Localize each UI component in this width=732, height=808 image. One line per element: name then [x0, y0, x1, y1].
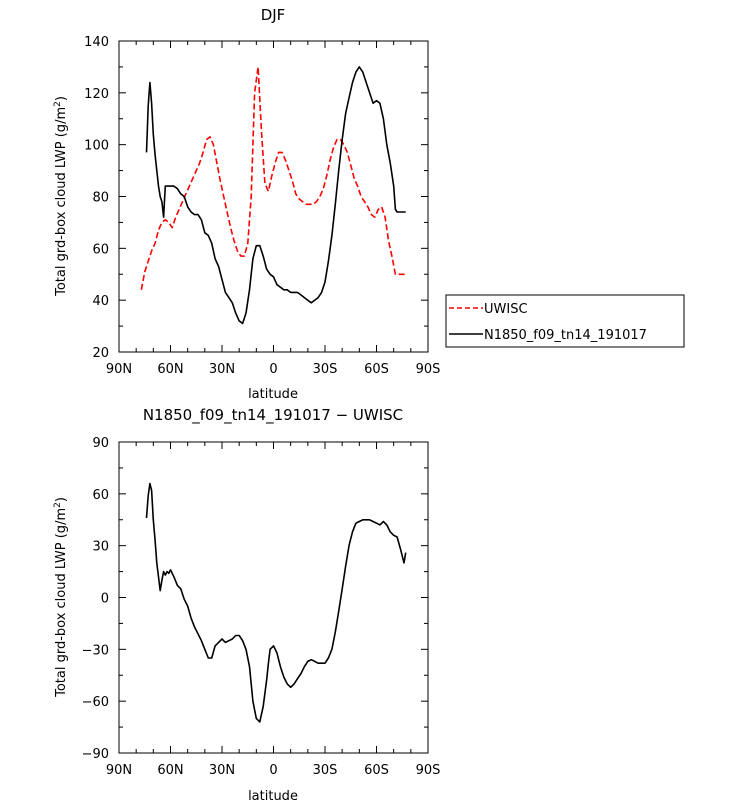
bottom-x-tick-label: 90N [106, 763, 132, 778]
bottom-y-tick-label: −90 [82, 747, 109, 762]
top-y-tick-label: 120 [84, 87, 109, 102]
bottom-y-tick-label: 0 [101, 592, 109, 607]
legend-box [445, 294, 685, 348]
top-x-tick-label: 30S [313, 362, 338, 377]
top-x-tick-label: 60S [364, 362, 389, 377]
top-y-tick-label: 60 [92, 242, 109, 257]
bottom-series-layer [145, 482, 407, 723]
bottom-y-tick-label: 90 [92, 436, 109, 451]
bottom-chart-title: N1850_f09_tn14_191017 − UWISC [143, 406, 403, 425]
top-x-tick-label: 30N [209, 362, 235, 377]
top-x-tick-label: 0 [269, 362, 277, 377]
top-y-tick-label: 40 [92, 294, 109, 309]
top-x-tick-label: 90S [416, 362, 441, 377]
top-series-line-uwisc [140, 66, 406, 290]
bottom-y-tick-label: 30 [92, 540, 109, 555]
bottom-x-tick-label: 60S [364, 763, 389, 778]
legend-label-model: N1850_f09_tn14_191017 [484, 328, 647, 343]
bottom-y-tick-label: 60 [92, 488, 109, 503]
top-x-tick-label: 90N [106, 362, 132, 377]
top-series-line-n1850-f09-tn14-191017 [145, 66, 406, 325]
top-y-tick-label: 100 [84, 139, 109, 154]
bottom-x-tick-label: 0 [269, 763, 277, 778]
top-y-tick-label: 80 [92, 191, 109, 206]
top-ticks: 90N 60N 30N 0 30S 60S 90S 20 40 60 80 100 120 140 [84, 35, 440, 377]
top-panel: DJF 90N 60N 30N 0 30S 60S 90S 20 40 60 80 100 120 140… [53, 6, 685, 402]
top-x-tick-label: 60N [157, 362, 183, 377]
top-chart-title: DJF [261, 6, 286, 24]
top-y-tick-label: 20 [92, 346, 109, 361]
bottom-y-tick-label: −60 [82, 695, 109, 710]
top-series-layer [140, 66, 406, 325]
bottom-panel: N1850_f09_tn14_191017 − UWISC 90N 60N 30N 0… [53, 406, 440, 804]
legend: UWISC N1850_f09_tn14_191017 [445, 294, 685, 348]
bottom-y-tick-label: −30 [82, 643, 109, 658]
top-y-axis-title: Total grd-box cloud LWP (g/m2) [53, 96, 69, 297]
bottom-ticks: 90N 60N 30N 0 30S 60S 90S −90 −60 −30 0 30 60 90 [82, 436, 441, 778]
top-x-axis-title: latitude [248, 387, 298, 402]
bottom-x-tick-label: 30S [313, 763, 338, 778]
top-y-tick-label: 140 [84, 35, 109, 50]
legend-label-uwisc: UWISC [484, 302, 528, 317]
bottom-series-line-0 [145, 482, 407, 723]
bottom-x-tick-label: 60N [157, 763, 183, 778]
bottom-x-tick-label: 30N [209, 763, 235, 778]
bottom-y-axis-title: Total grd-box cloud LWP (g/m2) [53, 497, 69, 698]
bottom-x-axis-title: latitude [248, 789, 298, 804]
bottom-plot-frame [118, 441, 429, 754]
bottom-x-tick-label: 90S [416, 763, 441, 778]
